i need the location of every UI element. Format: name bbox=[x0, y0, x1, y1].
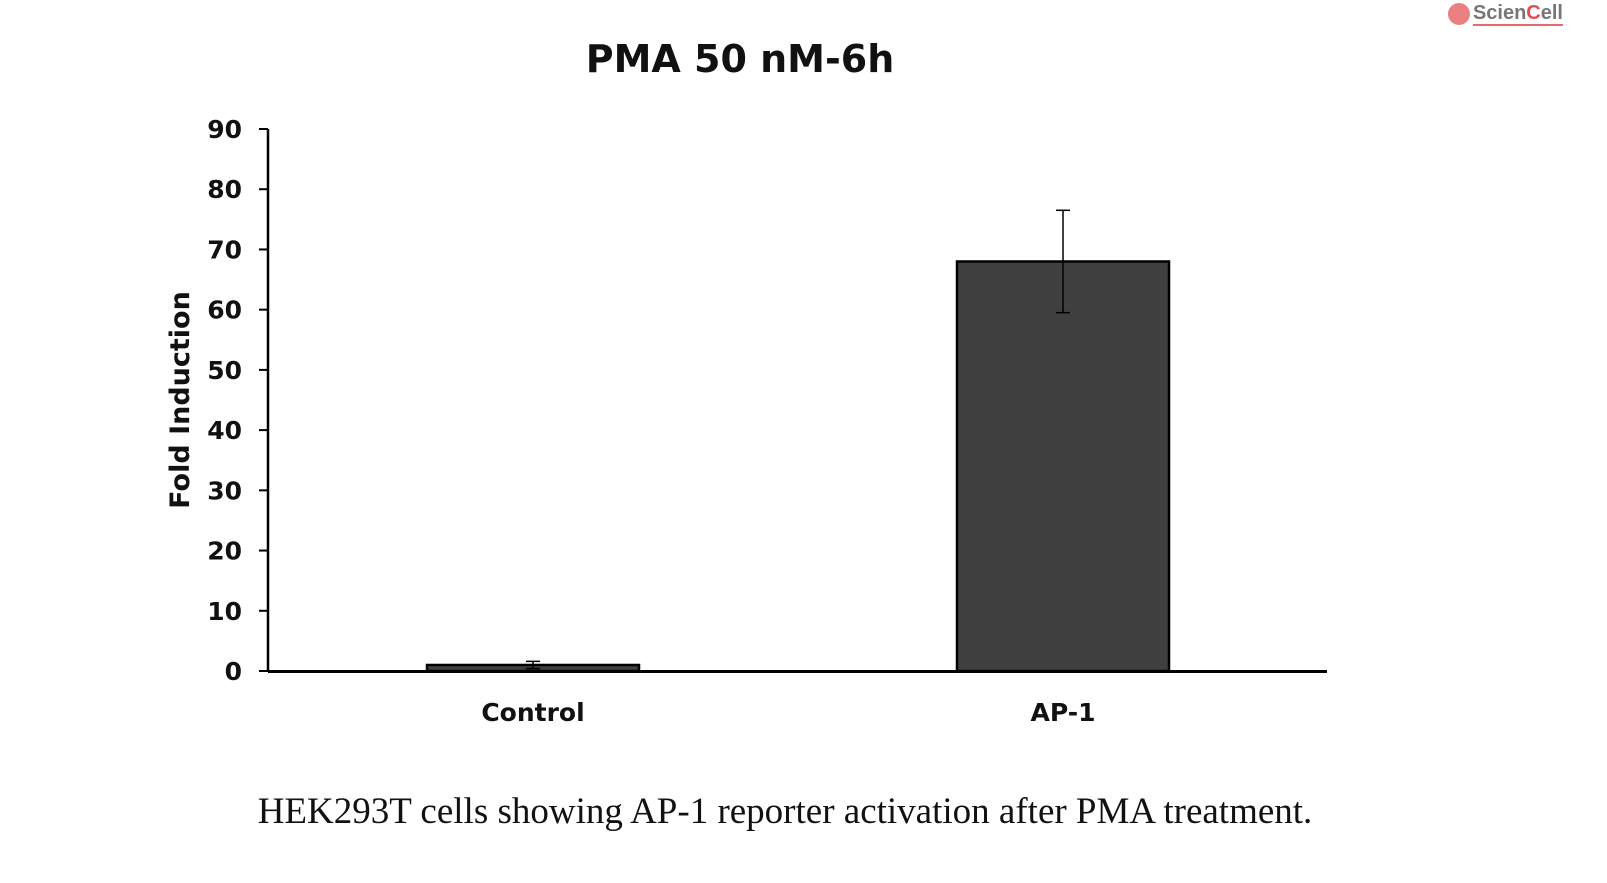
y-tick-label: 70 bbox=[207, 235, 242, 264]
y-tick-label: 90 bbox=[207, 115, 242, 144]
y-tick-label: 50 bbox=[207, 356, 242, 385]
figure-caption: HEK293T cells showing AP-1 reporter acti… bbox=[257, 791, 1313, 832]
logo-icon bbox=[1447, 3, 1470, 25]
logo-text: ScienCell bbox=[1472, 2, 1563, 26]
y-tick-label: 20 bbox=[207, 537, 242, 566]
y-tick-label: 80 bbox=[207, 175, 242, 204]
chart-title: PMA 50 nM-6h bbox=[586, 37, 895, 81]
x-tick-label: AP-1 bbox=[1030, 698, 1095, 727]
x-tick-label: Control bbox=[481, 698, 584, 727]
bar-ap-1 bbox=[955, 260, 1171, 673]
sciencell-logo: ScienCell bbox=[1447, 2, 1563, 26]
y-axis-label: Fold Induction bbox=[165, 291, 196, 509]
y-tick-label: 40 bbox=[207, 416, 242, 445]
y-tick-label: 30 bbox=[207, 476, 242, 505]
bar-chart: PMA 50 nM-6h Fold Induction 0 10 20 30 40 50 6… bbox=[165, 37, 1327, 727]
y-tick-label: 0 bbox=[225, 657, 242, 686]
y-tick-label: 60 bbox=[207, 296, 242, 325]
y-tick-label: 10 bbox=[207, 597, 242, 626]
